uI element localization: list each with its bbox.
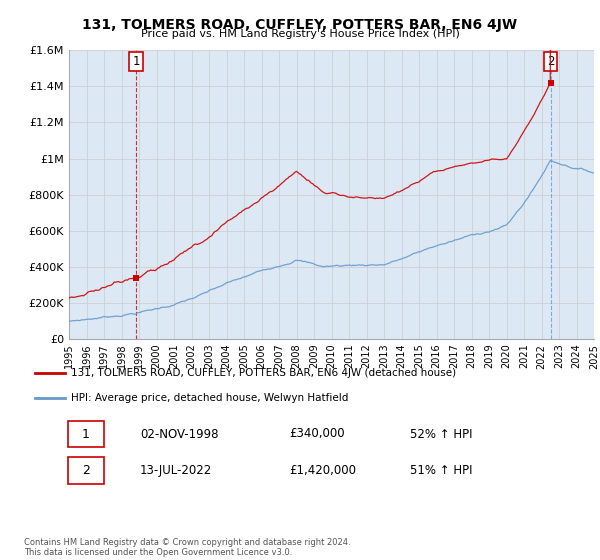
- Text: 52% ↑ HPI: 52% ↑ HPI: [410, 427, 473, 441]
- Text: 51% ↑ HPI: 51% ↑ HPI: [410, 464, 473, 477]
- Text: 1: 1: [132, 55, 140, 68]
- Text: £340,000: £340,000: [289, 427, 344, 441]
- Text: 2: 2: [547, 55, 554, 68]
- Text: 1: 1: [82, 427, 90, 441]
- Text: HPI: Average price, detached house, Welwyn Hatfield: HPI: Average price, detached house, Welw…: [71, 393, 348, 403]
- Text: Contains HM Land Registry data © Crown copyright and database right 2024.
This d: Contains HM Land Registry data © Crown c…: [24, 538, 350, 557]
- Text: £1,420,000: £1,420,000: [289, 464, 356, 477]
- Text: 02-NOV-1998: 02-NOV-1998: [140, 427, 218, 441]
- Text: 131, TOLMERS ROAD, CUFFLEY, POTTERS BAR, EN6 4JW: 131, TOLMERS ROAD, CUFFLEY, POTTERS BAR,…: [82, 18, 518, 32]
- FancyBboxPatch shape: [68, 421, 104, 447]
- Text: Price paid vs. HM Land Registry's House Price Index (HPI): Price paid vs. HM Land Registry's House …: [140, 29, 460, 39]
- FancyBboxPatch shape: [68, 457, 104, 484]
- Text: 13-JUL-2022: 13-JUL-2022: [140, 464, 212, 477]
- Text: 2: 2: [82, 464, 90, 477]
- Text: 131, TOLMERS ROAD, CUFFLEY, POTTERS BAR, EN6 4JW (detached house): 131, TOLMERS ROAD, CUFFLEY, POTTERS BAR,…: [71, 368, 456, 379]
